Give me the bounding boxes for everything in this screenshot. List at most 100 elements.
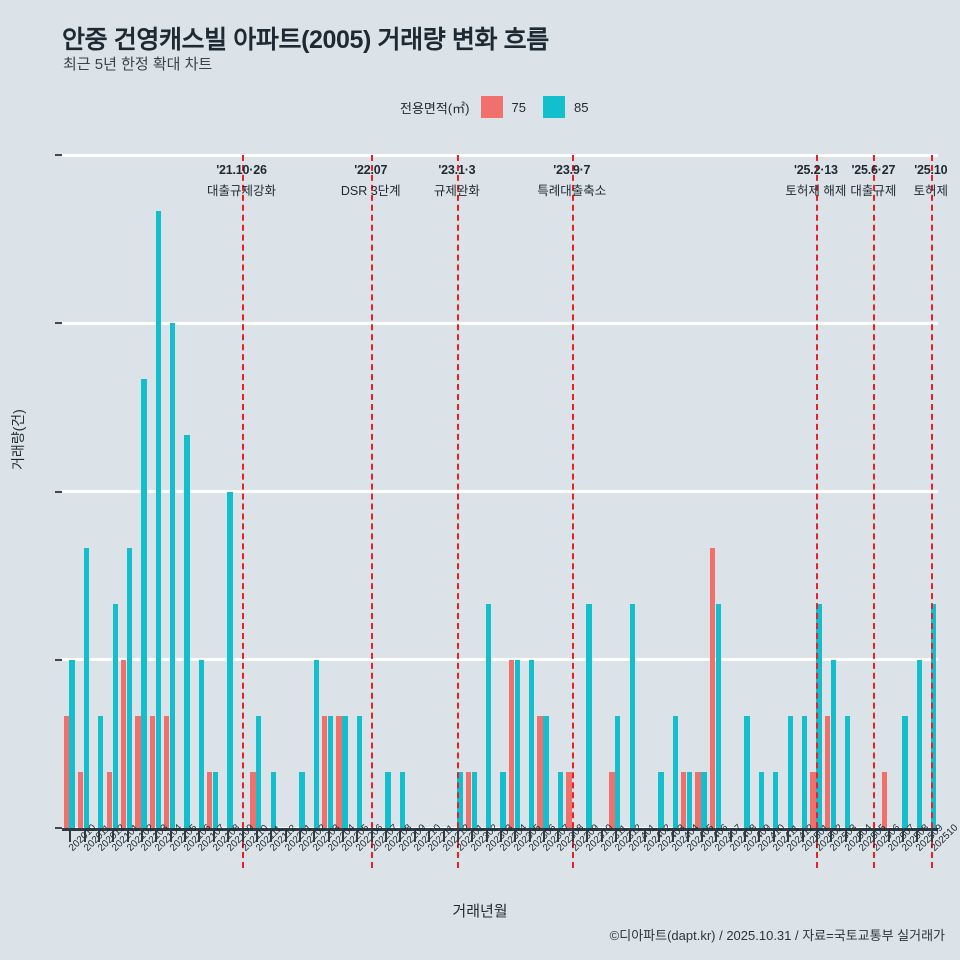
event-label-202309: '23.9·7 특례대출축소 (537, 163, 606, 199)
event-label-202207: '22.07 DSR 3단계 (341, 163, 401, 199)
bar-85-202010[interactable] (69, 659, 75, 828)
event-label-202510: '25.10 토허제 (914, 163, 949, 199)
bar-85-202104[interactable] (155, 211, 161, 828)
bar-85-202401[interactable] (629, 603, 635, 828)
x-axis-tick (715, 831, 718, 842)
bar-75-202205[interactable] (336, 715, 342, 828)
bar-85-202307[interactable] (543, 715, 549, 828)
event-date: '25.6·27 (851, 163, 896, 177)
bar-85-202301[interactable] (457, 771, 463, 828)
event-label-202301: '23.1·3 규제완화 (434, 163, 480, 199)
bar-85-202305[interactable] (514, 659, 520, 828)
x-axis-tick (629, 831, 632, 842)
bar-85-202404[interactable] (672, 715, 678, 828)
bar-85-202310[interactable] (586, 603, 592, 828)
bar-85-202103[interactable] (141, 379, 147, 828)
bar-85-202304[interactable] (500, 771, 506, 828)
x-axis-tick (428, 831, 431, 842)
bar-85-202209[interactable] (399, 771, 406, 828)
bar-75-202307[interactable] (537, 715, 543, 828)
x-axis-tick (657, 831, 660, 842)
bar-85-202510[interactable] (931, 603, 937, 828)
bar-85-202206[interactable] (356, 715, 362, 828)
bar-85-202108[interactable] (213, 771, 219, 828)
bar-85-202503[interactable] (830, 659, 836, 828)
bar-75-202312[interactable] (609, 771, 615, 828)
bar-75-202111[interactable] (250, 771, 256, 828)
bar-85-202112[interactable] (270, 771, 276, 828)
bar-85-202407[interactable] (715, 603, 721, 828)
bar-85-202202[interactable] (299, 771, 305, 828)
bar-75-202108[interactable] (207, 771, 213, 828)
legend-title: 전용면적(㎡) (400, 100, 470, 116)
bar-75-202309[interactable] (566, 771, 572, 828)
x-axis-tick (758, 831, 761, 842)
x-axis-tick (916, 831, 919, 842)
bar-75-202507[interactable] (882, 771, 888, 828)
bar-85-202403[interactable] (658, 771, 664, 828)
bar-75-202502[interactable] (810, 771, 816, 828)
bar-85-202105[interactable] (170, 323, 176, 828)
bar-85-202501[interactable] (801, 715, 808, 828)
bar-85-202107[interactable] (198, 659, 205, 828)
bar-75-202011[interactable] (77, 771, 84, 828)
bar-85-202011[interactable] (83, 547, 90, 828)
event-date: '23.1·3 (438, 163, 476, 177)
bar-85-202302[interactable] (471, 771, 477, 828)
bar-85-202406[interactable] (701, 771, 707, 828)
bar-85-202504[interactable] (844, 715, 851, 828)
bar-85-202502[interactable] (816, 603, 822, 828)
bar-85-202312[interactable] (615, 715, 621, 828)
bar-85-202411[interactable] (773, 771, 779, 828)
bar-series-container (62, 155, 938, 828)
bar-85-202303[interactable] (485, 603, 492, 828)
y-axis-title: 거래량(건) (10, 409, 26, 470)
bar-75-202406[interactable] (695, 771, 701, 828)
bar-75-202101[interactable] (106, 771, 112, 828)
bar-85-202106[interactable] (184, 435, 190, 828)
bar-85-202111[interactable] (256, 715, 262, 828)
bar-85-202101[interactable] (112, 603, 118, 828)
bar-75-202204[interactable] (322, 715, 328, 828)
bar-85-202102[interactable] (126, 547, 133, 828)
bar-85-202208[interactable] (385, 771, 391, 828)
bar-75-202103[interactable] (135, 715, 141, 828)
bar-75-202302[interactable] (465, 771, 471, 828)
x-axis-tick (342, 831, 345, 842)
x-axis-tick (528, 831, 531, 842)
gridline (62, 490, 938, 493)
x-axis-tick (830, 831, 833, 842)
bar-75-202305[interactable] (508, 659, 515, 828)
bar-85-202308[interactable] (557, 771, 564, 828)
x-axis-tick (385, 831, 388, 842)
bar-75-202010[interactable] (63, 715, 69, 828)
bar-85-202405[interactable] (686, 771, 693, 828)
event-label-202110: '21.10·26 대출규제강화 (207, 163, 276, 199)
bar-85-202109[interactable] (227, 491, 233, 828)
x-axis-tick (456, 831, 459, 842)
x-axis-tick (471, 831, 474, 842)
bar-85-202306[interactable] (529, 659, 535, 828)
bar-85-202205[interactable] (342, 715, 348, 828)
bar-85-202204[interactable] (327, 715, 334, 828)
x-axis-tick (313, 831, 316, 842)
x-axis-tick (859, 831, 862, 842)
bar-75-202104[interactable] (149, 715, 156, 828)
bar-85-202203[interactable] (313, 659, 319, 828)
bar-75-202405[interactable] (681, 771, 687, 828)
chart-plot-area: '21.10·26 대출규제강화 '22.07 DSR 3단계 '23.1·3 규제완화 '… (55, 153, 948, 868)
bar-85-202412[interactable] (787, 715, 793, 828)
bar-85-202012[interactable] (98, 715, 104, 828)
bar-85-202508[interactable] (902, 715, 908, 828)
bar-75-202105[interactable] (164, 715, 170, 828)
bar-85-202409[interactable] (744, 715, 750, 828)
bar-75-202102[interactable] (121, 659, 127, 828)
legend-label-85: 85 (573, 99, 589, 115)
y-axis-tick-mark (55, 490, 62, 493)
bar-75-202407[interactable] (709, 547, 716, 828)
bar-75-202503[interactable] (824, 715, 830, 828)
x-axis-tick (112, 831, 115, 842)
x-axis-line (62, 828, 938, 831)
bar-85-202509[interactable] (916, 659, 923, 828)
bar-85-202410[interactable] (758, 771, 765, 828)
